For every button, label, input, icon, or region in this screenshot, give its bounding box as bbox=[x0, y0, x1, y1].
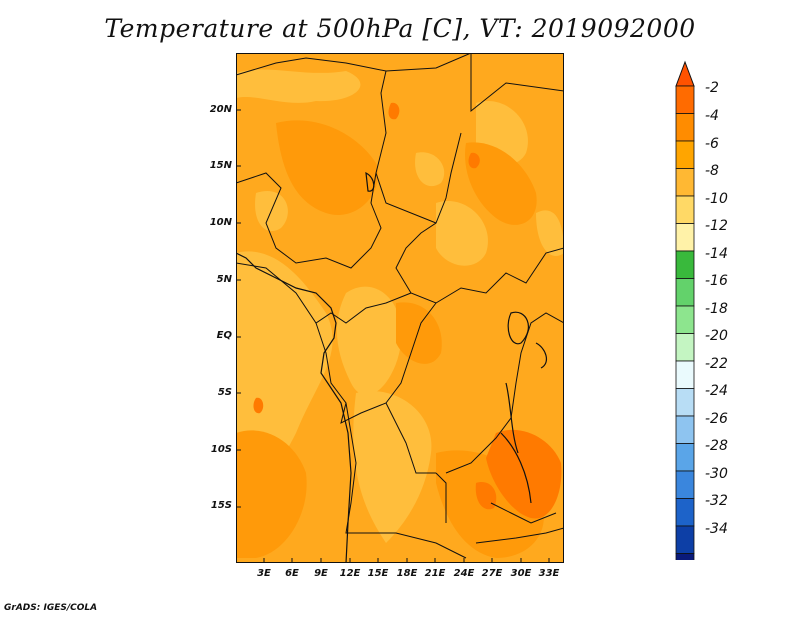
lon-label-15e: 15E bbox=[367, 568, 389, 579]
lon-label-33e: 33E bbox=[538, 568, 560, 579]
colorbar-swatch bbox=[675, 85, 695, 114]
lat-label-20n: 20N bbox=[209, 104, 232, 115]
country-borders bbox=[235, 52, 565, 559]
colorbar-label-m16: -16 bbox=[705, 273, 728, 289]
lat-label-5n: 5N bbox=[216, 274, 232, 285]
map-svg bbox=[235, 52, 565, 564]
colorbar-label-m28: -28 bbox=[705, 438, 728, 454]
lon-label-18e: 18E bbox=[396, 568, 418, 579]
colorbar-swatch bbox=[675, 223, 695, 252]
colorbar-swatch bbox=[675, 525, 695, 554]
lat-label-10n: 10N bbox=[209, 217, 232, 228]
colorbar-swatch bbox=[675, 113, 695, 142]
lat-label-10s: 10S bbox=[210, 444, 232, 455]
colorbar-swatch bbox=[675, 388, 695, 417]
lon-label-27e: 27E bbox=[481, 568, 503, 579]
colorbar-top-arrow bbox=[675, 60, 695, 87]
colorbar-label-m14: -14 bbox=[705, 246, 728, 262]
colorbar-swatch bbox=[675, 470, 695, 499]
colorbar-label-m24: -24 bbox=[705, 383, 728, 399]
temperature-map bbox=[235, 52, 565, 564]
colorbar-swatch bbox=[675, 168, 695, 197]
colorbar-label-m22: -22 bbox=[705, 356, 728, 372]
light-orange-patches bbox=[236, 69, 564, 543]
lon-label-3e: 3E bbox=[257, 568, 271, 579]
lon-label-30e: 30E bbox=[510, 568, 532, 579]
lon-label-21e: 21E bbox=[424, 568, 446, 579]
colorbar-swatch bbox=[675, 195, 695, 224]
lat-label-eq: EQ bbox=[216, 330, 232, 341]
chart-title: Temperature at 500hPa [C], VT: 201909200… bbox=[104, 14, 696, 43]
colorbar-swatch bbox=[675, 140, 695, 169]
colorbar-label-m34: -34 bbox=[705, 521, 728, 537]
lon-label-9e: 9E bbox=[314, 568, 328, 579]
colorbar-label-m12: -12 bbox=[705, 218, 728, 234]
colorbar-swatch bbox=[675, 360, 695, 389]
colorbar-swatch bbox=[675, 250, 695, 279]
colorbar-label-m20: -20 bbox=[705, 328, 728, 344]
colorbar-swatch bbox=[675, 415, 695, 444]
coastline bbox=[235, 252, 352, 564]
colorbar-label-m30: -30 bbox=[705, 466, 728, 482]
colorbar-swatch bbox=[675, 498, 695, 527]
lakes bbox=[365, 171, 548, 504]
colorbar-label-m26: -26 bbox=[705, 411, 728, 427]
colorbar-label-m32: -32 bbox=[705, 493, 728, 509]
lon-label-12e: 12E bbox=[339, 568, 361, 579]
colorbar-swatch bbox=[675, 278, 695, 307]
hot-patch bbox=[253, 102, 562, 519]
lon-label-6e: 6E bbox=[285, 568, 299, 579]
colorbar-label-m18: -18 bbox=[705, 301, 728, 317]
colorbar-label-m8: -8 bbox=[705, 163, 719, 179]
lat-label-15s: 15S bbox=[210, 500, 232, 511]
colorbar-label-m10: -10 bbox=[705, 191, 728, 207]
lon-label-24e: 24E bbox=[453, 568, 475, 579]
colorbar-label-m4: -4 bbox=[705, 108, 719, 124]
grads-credit: GrADS: IGES/COLA bbox=[4, 603, 98, 613]
colorbar-label-m6: -6 bbox=[705, 136, 719, 152]
colorbar bbox=[675, 60, 695, 560]
colorbar-label-m2: -2 bbox=[705, 80, 719, 96]
colorbar-swatch bbox=[675, 443, 695, 472]
colorbar-swatch bbox=[675, 305, 695, 334]
map-frame bbox=[236, 53, 564, 563]
colorbar-swatch bbox=[675, 553, 695, 560]
lat-label-5s: 5S bbox=[217, 387, 232, 398]
lat-label-15n: 15N bbox=[209, 160, 232, 171]
colorbar-swatch bbox=[675, 333, 695, 362]
